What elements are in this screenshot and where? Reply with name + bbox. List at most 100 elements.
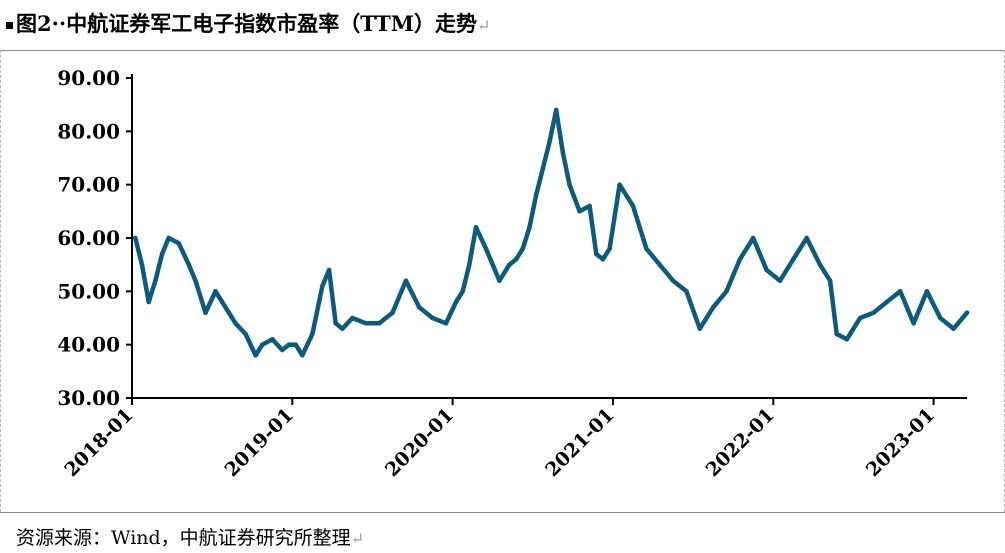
data-point: [226, 310, 232, 316]
data-point: [684, 289, 689, 294]
data-point: [600, 257, 606, 262]
data-point: [513, 257, 519, 262]
data-point: [483, 246, 489, 251]
data-point: [737, 257, 743, 262]
data-point: [527, 225, 532, 230]
x-tick-label: 2022-01: [702, 404, 779, 481]
data-point: [286, 342, 292, 348]
data-point: [467, 262, 472, 267]
data-point: [630, 203, 636, 209]
data-point: [617, 182, 622, 187]
y-tick-label: 30.00: [57, 386, 120, 410]
data-point: [473, 225, 479, 230]
return-mark-icon: ↵: [350, 529, 365, 548]
data-point: [750, 235, 756, 241]
data-point: [260, 342, 265, 348]
data-point: [340, 326, 345, 332]
data-point: [553, 107, 559, 113]
data-point: [938, 315, 943, 321]
data-point: [507, 262, 512, 267]
data-point: [320, 283, 325, 289]
data-point: [857, 315, 863, 321]
y-tick-label: 40.00: [57, 333, 120, 357]
data-point: [280, 347, 285, 353]
data-point: [594, 251, 599, 257]
data-point: [333, 321, 339, 326]
data-point: [390, 310, 395, 316]
y-tick-label: 90.00: [57, 66, 120, 90]
data-point: [213, 289, 218, 294]
bullet-icon: [6, 22, 13, 29]
data-point: [270, 337, 275, 342]
data-point: [203, 310, 208, 316]
data-point: [657, 262, 662, 267]
data-point: [871, 310, 876, 316]
data-point: [153, 278, 158, 283]
data-point: [587, 203, 592, 209]
x-tick-label: 2023-01: [862, 404, 939, 481]
data-point: [133, 235, 138, 241]
data-point: [363, 321, 369, 326]
data-point: [453, 299, 459, 305]
data-point: [964, 310, 970, 316]
data-point: [146, 299, 151, 305]
data-point: [310, 331, 315, 337]
data-point: [193, 278, 198, 283]
data-point: [804, 235, 809, 241]
chart-plot: 30.00 40.00 50.00 60.00 70.00 80.00 90.00 2018-…: [57, 66, 970, 481]
data-point: [827, 278, 833, 283]
y-tick-label: 70.00: [57, 173, 120, 197]
data-point: [293, 342, 299, 348]
data-point: [520, 246, 526, 251]
return-mark-icon: ↵: [476, 16, 491, 35]
data-point: [403, 278, 409, 283]
data-point: [326, 267, 332, 273]
data-point: [497, 278, 502, 283]
data-point: [376, 321, 382, 326]
source-text: 资源来源：Wind，中航证券研究所整理: [16, 527, 351, 549]
source-note: 资源来源：Wind，中航证券研究所整理↵: [16, 523, 364, 550]
data-point: [951, 326, 956, 332]
y-tick-label: 60.00: [57, 226, 120, 250]
data-point: [791, 257, 796, 262]
data-point: [567, 182, 572, 187]
data-point: [350, 315, 355, 321]
data-point: [670, 278, 676, 283]
data-point: [817, 262, 823, 267]
y-tick-label: 80.00: [57, 119, 120, 143]
chart-title-text: 图2··中航证券军工电子指数市盈率（TTM）走势: [16, 11, 477, 36]
data-point: [533, 193, 539, 198]
data-point: [416, 305, 422, 310]
data-point: [777, 278, 783, 283]
data-point: [540, 166, 546, 171]
data-point: [430, 315, 435, 321]
data-point: [897, 289, 903, 294]
data-point: [577, 209, 582, 214]
series-line: [133, 107, 970, 358]
x-tick-label: 2018-01: [60, 404, 137, 481]
data-point: [607, 246, 612, 251]
data-point: [697, 326, 703, 332]
data-point: [176, 241, 182, 246]
source-bar: 资源来源：Wind，中航证券研究所整理↵: [0, 512, 1005, 553]
data-point: [844, 337, 850, 342]
data-point: [253, 353, 258, 358]
x-tick-label: 2020-01: [381, 404, 458, 481]
y-tick-label: 50.00: [57, 279, 120, 303]
data-point: [166, 235, 171, 241]
data-point: [644, 246, 649, 251]
data-point: [460, 289, 466, 294]
data-point: [186, 262, 192, 267]
data-point: [300, 353, 305, 358]
chart-title: 图2··中航证券军工电子指数市盈率（TTM）走势↵: [6, 8, 490, 38]
data-point: [911, 321, 916, 326]
title-bar: 图2··中航证券军工电子指数市盈率（TTM）走势↵: [0, 0, 1005, 51]
x-tick-label: 2019-01: [221, 404, 298, 481]
data-point: [560, 150, 566, 155]
data-point: [159, 251, 165, 257]
data-point: [139, 262, 145, 267]
data-point: [834, 331, 839, 337]
data-point: [219, 299, 225, 305]
data-point: [443, 321, 449, 326]
data-point: [764, 267, 769, 273]
